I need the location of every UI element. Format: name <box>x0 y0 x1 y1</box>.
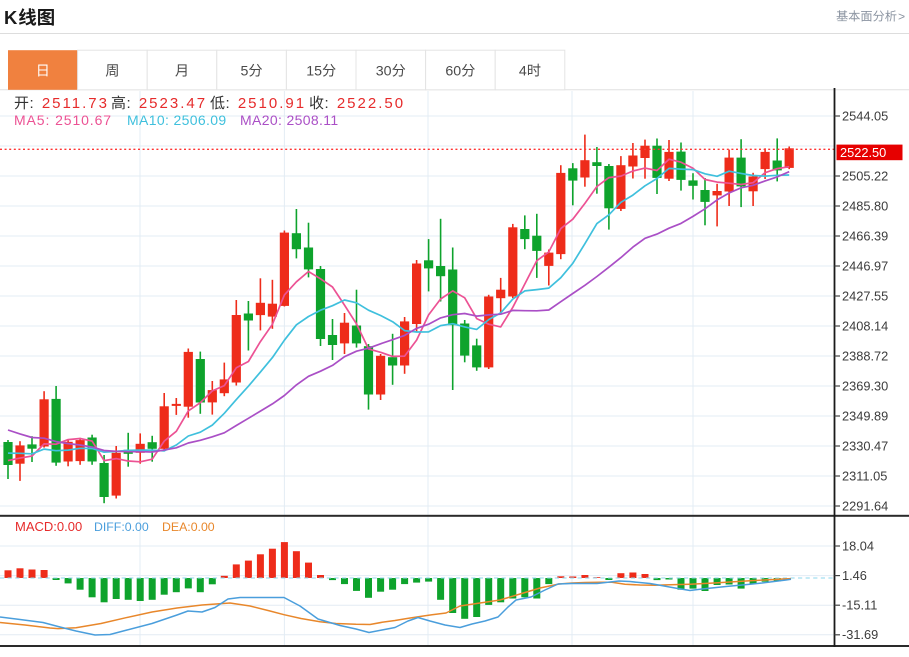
svg-text:2291.64: 2291.64 <box>842 498 888 513</box>
svg-text:15: 15 <box>306 64 322 80</box>
svg-text:2311.05: 2311.05 <box>842 468 887 483</box>
svg-text:2485.80: 2485.80 <box>842 198 888 213</box>
svg-text:2427.55: 2427.55 <box>842 288 888 303</box>
svg-text:-31.69: -31.69 <box>842 627 878 642</box>
svg-text:5: 5 <box>241 64 249 80</box>
svg-text:2349.89: 2349.89 <box>842 408 888 423</box>
svg-text:2522.50: 2522.50 <box>840 145 886 160</box>
svg-text:18.04: 18.04 <box>842 538 874 553</box>
svg-text:2466.39: 2466.39 <box>842 228 888 243</box>
svg-text:: 2510.91: : 2510.91 <box>226 95 307 112</box>
svg-text:DIFF:0.00: DIFF:0.00 <box>94 520 149 534</box>
svg-text:2388.72: 2388.72 <box>842 348 888 363</box>
svg-text:60: 60 <box>445 64 461 80</box>
svg-text:2408.14: 2408.14 <box>842 318 888 333</box>
svg-text:MACD:0.00: MACD:0.00 <box>15 519 82 534</box>
svg-text:2446.97: 2446.97 <box>842 258 888 273</box>
svg-text:2505.22: 2505.22 <box>842 168 888 183</box>
svg-text:MA10: 2506.09: MA10: 2506.09 <box>127 112 227 128</box>
svg-text:: 2511.73: : 2511.73 <box>30 95 109 112</box>
svg-text:2544.05: 2544.05 <box>842 108 888 123</box>
svg-text:2369.30: 2369.30 <box>842 378 888 393</box>
svg-text:>: > <box>898 10 905 24</box>
svg-text:K: K <box>4 7 18 28</box>
svg-text:MA20: 2508.11: MA20: 2508.11 <box>240 112 338 128</box>
svg-text:: 2522.50: : 2522.50 <box>325 95 406 112</box>
svg-text:4: 4 <box>519 64 527 80</box>
svg-text:2330.47: 2330.47 <box>842 438 888 453</box>
svg-text:DEA:0.00: DEA:0.00 <box>162 520 215 534</box>
svg-text:30: 30 <box>376 64 392 80</box>
svg-text:1.46: 1.46 <box>842 568 867 583</box>
svg-text:MA5: 2510.67: MA5: 2510.67 <box>14 112 112 128</box>
svg-text:-15.11: -15.11 <box>842 598 877 613</box>
svg-text:: 2523.47: : 2523.47 <box>127 95 208 112</box>
